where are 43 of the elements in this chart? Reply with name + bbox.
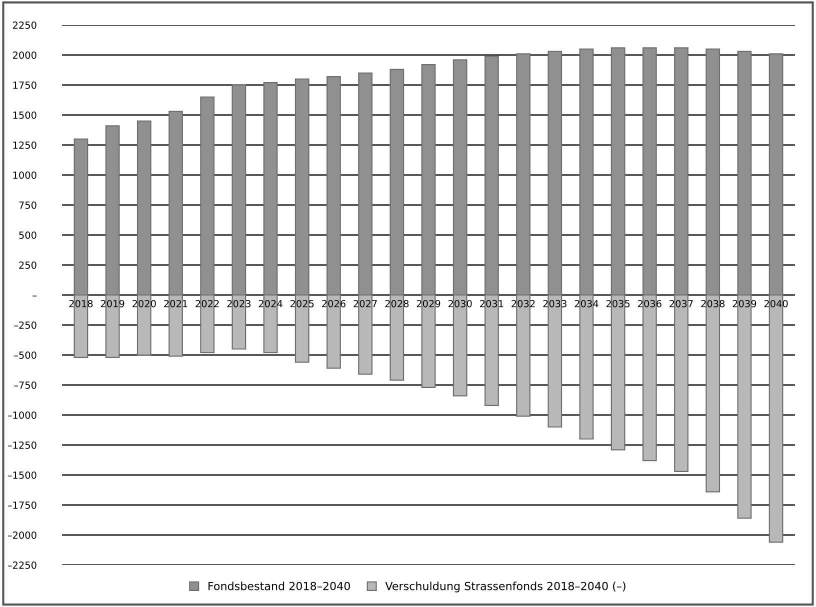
x-tick-label: 2038 [701,300,725,308]
x-tick-label: 2028 [385,300,409,308]
y-tick-label: –1500 [8,471,36,479]
y-tick-label: 500 [19,231,36,239]
x-tick-label: 2027 [354,300,377,308]
x-tick-label: 2032 [512,300,535,308]
y-tick-label: 250 [19,261,36,269]
x-tick-label: 2034 [574,300,598,308]
x-tick-label: 2020 [132,300,156,308]
legend-label: Fondsbestand 2018–2040 [208,582,350,590]
x-tick-label: 2022 [196,300,219,308]
y-tick-label: 750 [19,201,36,209]
y-tick-label: 1250 [13,141,36,149]
y-tick-label: –1250 [8,441,36,449]
y-tick-label: 1750 [13,81,36,89]
x-tick-label: 2033 [543,300,566,308]
x-tick-label: 2018 [69,300,93,308]
x-tick-label: 2039 [732,300,756,308]
x-tick-label: 2019 [100,300,124,308]
y-tick-label: 2000 [12,51,36,59]
legend-label: Verschuldung Strassenfonds 2018–2040 (–) [385,582,626,592]
y-tick-label: –1000 [8,411,36,419]
y-tick-label: –250 [14,321,36,329]
y-tick-label: 1000 [13,171,36,179]
x-tick-label: 2037 [670,300,693,308]
x-tick-label: 2024 [258,300,282,308]
x-tick-label: 2026 [322,300,346,308]
x-tick-label: 2035 [606,300,630,308]
x-tick-label: 2031 [480,300,504,308]
y-tick-label: –500 [14,351,36,359]
x-tick-label: 2021 [164,300,188,308]
y-tick-label: –2000 [8,531,36,539]
x-tick-label: 2029 [416,300,440,308]
y-tick-label: 2250 [12,21,36,29]
x-tick-label: 2040 [764,300,788,308]
y-tick-label: –1750 [8,501,36,509]
x-tick-label: 2030 [448,300,472,308]
y-tick-label: –750 [14,381,36,389]
x-tick-label: 2025 [290,300,314,308]
x-tick-label: 2036 [638,300,662,308]
x-tick-label: 2023 [227,300,251,308]
y-tick-label: –2250 [8,561,36,569]
y-tick-label: 1500 [13,111,36,119]
